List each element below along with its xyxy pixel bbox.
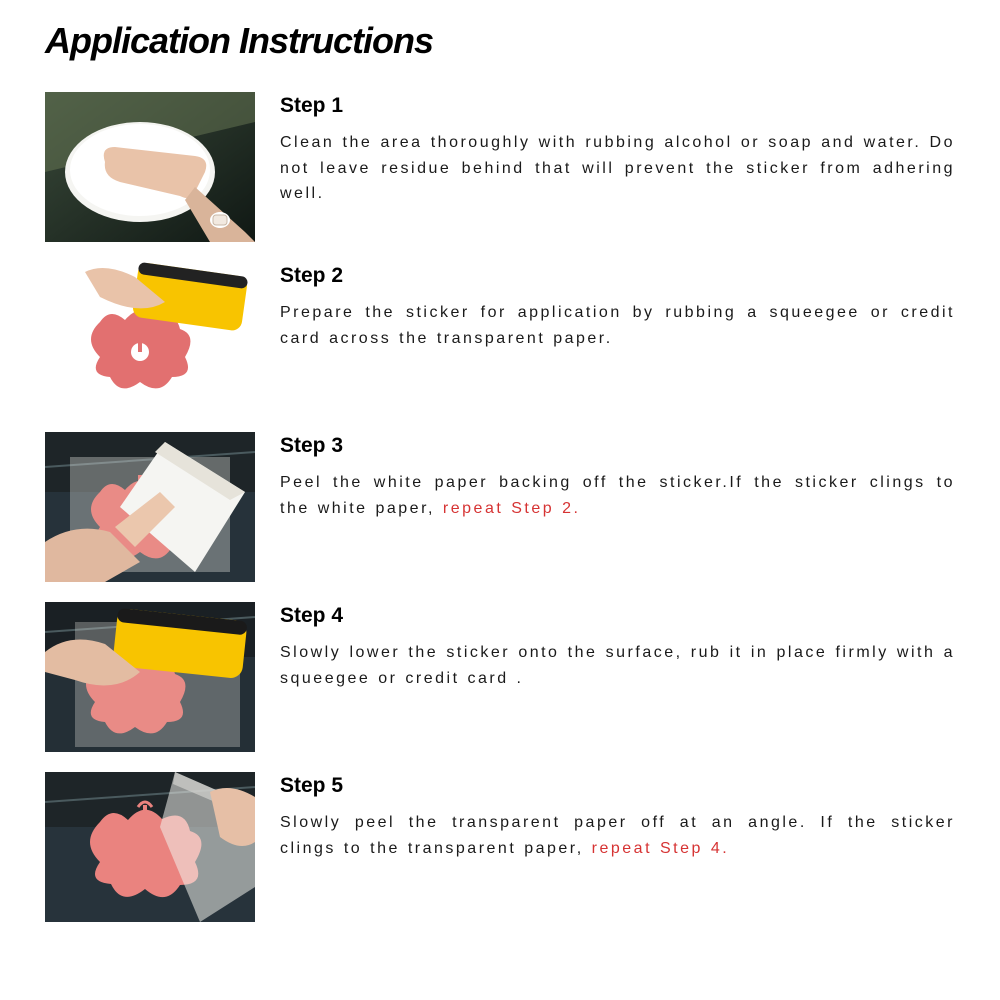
step-body: Clean the area thoroughly with rubbing a… xyxy=(280,130,955,207)
page-title: Application Instructions xyxy=(45,20,955,62)
step-row: Step 2 Prepare the sticker for applicatio… xyxy=(45,262,955,412)
step-title: Step 3 xyxy=(280,434,955,458)
step-title: Step 2 xyxy=(280,264,955,288)
step-thumbnail xyxy=(45,772,255,922)
document: Application Instructions Step 1 Clean the… xyxy=(0,0,1000,922)
step-body-text: Clean the area thoroughly with rubbing a… xyxy=(280,134,955,202)
thumb-peel-back xyxy=(45,432,255,582)
step-body-text: Peel the white paper backing off the sti… xyxy=(280,474,955,517)
step-thumbnail xyxy=(45,262,255,412)
step-text: Step 3 Peel the white paper backing off t… xyxy=(280,432,955,582)
step-text: Step 1 Clean the area thoroughly with rub… xyxy=(280,92,955,242)
step-body-text: Prepare the sticker for application by r… xyxy=(280,304,955,347)
thumb-peel-transparent xyxy=(45,772,255,922)
step-text: Step 4 Slowly lower the sticker onto the … xyxy=(280,602,955,752)
step-thumbnail xyxy=(45,602,255,752)
step-body-text: Slowly lower the sticker onto the surfac… xyxy=(280,644,955,687)
step-text: Step 2 Prepare the sticker for applicatio… xyxy=(280,262,955,412)
step-row: Step 4 Slowly lower the sticker onto the … xyxy=(45,602,955,752)
steps-list: Step 1 Clean the area thoroughly with rub… xyxy=(45,92,955,922)
step-body: Slowly peel the transparent paper off at… xyxy=(280,810,955,861)
step-thumbnail xyxy=(45,92,255,242)
step-body: Prepare the sticker for application by r… xyxy=(280,300,955,351)
step-title: Step 1 xyxy=(280,94,955,118)
step-text: Step 5 Slowly peel the transparent paper … xyxy=(280,772,955,922)
step-row: Step 5 Slowly peel the transparent paper … xyxy=(45,772,955,922)
step-body-highlight: repeat Step 2. xyxy=(443,500,581,517)
thumb-clean xyxy=(45,92,255,242)
step-body: Peel the white paper backing off the sti… xyxy=(280,470,955,521)
step-body: Slowly lower the sticker onto the surfac… xyxy=(280,640,955,691)
step-body-highlight: repeat Step 4. xyxy=(592,840,730,857)
step-thumbnail xyxy=(45,432,255,582)
thumb-squeegee-paper xyxy=(45,262,255,412)
step-row: Step 1 Clean the area thoroughly with rub… xyxy=(45,92,955,242)
step-title: Step 5 xyxy=(280,774,955,798)
step-title: Step 4 xyxy=(280,604,955,628)
thumb-squeegee-glass xyxy=(45,602,255,752)
step-row: Step 3 Peel the white paper backing off t… xyxy=(45,432,955,582)
